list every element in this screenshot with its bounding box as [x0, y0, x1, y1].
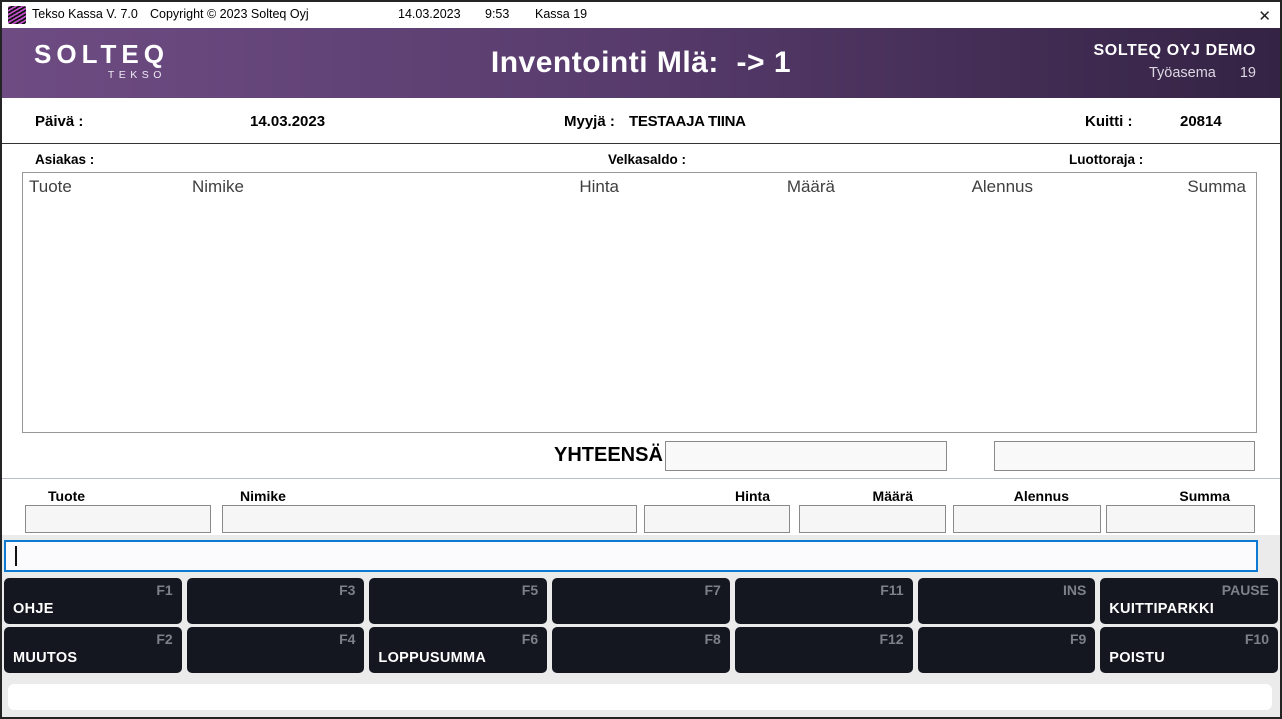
entry-field-nimike[interactable]: [222, 505, 637, 533]
entry-label-hinta: Hinta: [735, 488, 770, 504]
titlebar-date: 14.03.2023: [398, 7, 461, 21]
header-right-block: SOLTEQ OYJ DEMO Työasema 19: [1094, 42, 1257, 81]
fkey-label-muutos: MUUTOS: [13, 650, 78, 666]
fkey-hint-f12: F12: [879, 631, 904, 647]
fkey-button-f4[interactable]: F4: [186, 627, 365, 673]
receipt-table: Tuote Nimike Hinta Määrä Alennus Summa: [22, 172, 1257, 433]
fkey-button-f12[interactable]: F12: [734, 627, 913, 673]
entry-field-summa[interactable]: [1106, 505, 1255, 533]
workstation-label: Työasema: [1148, 65, 1216, 81]
footer-zone: F1 OHJE F3 F5 F7 F11 INS: [2, 535, 1280, 717]
fkey-hint-f2: F2: [156, 631, 173, 647]
fkey-hint-f6: F6: [521, 631, 539, 647]
fkey-hint-f10: F10: [1244, 631, 1269, 647]
status-bar: [8, 684, 1272, 710]
app-header: SOLTEQ TEKSO Inventointi Mlä: -> 1 SOLTE…: [2, 28, 1280, 98]
fkey-hint-f7: F7: [704, 582, 721, 598]
col-header-summa: Summa: [1187, 177, 1246, 196]
fkey-hint-f9: F9: [1069, 631, 1087, 647]
fkey-hint-f5: F5: [521, 582, 539, 598]
fkey-button-f2[interactable]: F2 MUUTOS: [4, 627, 182, 673]
fkey-button-ins[interactable]: INS: [917, 578, 1096, 624]
fkey-hint-f11: F11: [880, 582, 904, 598]
fkey-hint-f3: F3: [339, 582, 356, 598]
entry-field-alennus[interactable]: [953, 505, 1101, 533]
fkey-button-f3[interactable]: F3: [186, 578, 365, 624]
close-icon[interactable]: ✕: [1258, 8, 1271, 25]
copyright-text: Copyright © 2023 Solteq Oyj: [150, 7, 309, 21]
solteq-logo: SOLTEQ TEKSO: [34, 41, 169, 81]
entry-field-tuote[interactable]: [25, 505, 211, 533]
fkey-button-f11[interactable]: F11: [734, 578, 913, 624]
entry-label-maara: Määrä: [872, 488, 913, 504]
entry-label-alennus: Alennus: [1013, 488, 1069, 504]
page-title: Inventointi Mlä: -> 1: [490, 46, 792, 79]
fkey-hint-f4: F4: [339, 631, 356, 647]
fkey-button-f6[interactable]: F6 LOPPUSUMMA: [369, 627, 548, 673]
text-cursor: [15, 546, 17, 566]
myyja-label: Myyjä :: [564, 113, 615, 130]
secondary-total-field: [994, 441, 1255, 471]
logo-sub-text: TEKSO: [107, 69, 166, 81]
info-divider: [2, 143, 1280, 144]
fkey-button-pause[interactable]: PAUSE KUITTIPARKKI: [1100, 578, 1278, 624]
command-input[interactable]: [4, 540, 1258, 572]
entry-label-summa: Summa: [1179, 488, 1230, 504]
totals-divider: [2, 478, 1280, 479]
velkasaldo-label: Velkasaldo :: [608, 152, 687, 167]
entry-field-hinta[interactable]: [644, 505, 790, 533]
kuitti-value: 20814: [1180, 113, 1222, 130]
entry-field-maara[interactable]: [799, 505, 946, 533]
fkey-hint-pause: PAUSE: [1221, 582, 1269, 598]
kuitti-label: Kuitti :: [1085, 113, 1133, 130]
fkey-label-ohje: OHJE: [13, 601, 54, 617]
workstation-line: Työasema 19: [1094, 65, 1256, 81]
fkey-label-loppusumma: LOPPUSUMMA: [378, 650, 487, 666]
workstation-value: 19: [1239, 65, 1256, 81]
col-header-nimike: Nimike: [192, 177, 244, 196]
titlebar-time: 9:53: [485, 7, 510, 21]
asiakas-label: Asiakas :: [35, 152, 95, 167]
titlebar: Tekso Kassa V. 7.0 Copyright © 2023 Solt…: [2, 2, 1280, 28]
col-header-tuote: Tuote: [29, 177, 72, 196]
fkey-button-f7[interactable]: F7: [552, 578, 730, 624]
function-key-grid: F1 OHJE F3 F5 F7 F11 INS: [4, 578, 1278, 673]
fkey-hint-f8: F8: [704, 631, 721, 647]
fkey-button-f9[interactable]: F9: [917, 627, 1096, 673]
entry-label-nimike: Nimike: [240, 488, 286, 504]
entry-label-tuote: Tuote: [48, 488, 86, 504]
tekso-app-icon: [8, 6, 26, 24]
yhteensa-total-field: [665, 441, 947, 471]
company-name: SOLTEQ OYJ DEMO: [1093, 42, 1256, 59]
fkey-label-kuittiparkki: KUITTIPARKKI: [1109, 601, 1215, 617]
fkey-button-f10[interactable]: F10 POISTU: [1100, 627, 1278, 673]
col-header-maara: Määrä: [786, 177, 835, 196]
col-header-alennus: Alennus: [971, 177, 1033, 196]
myyja-value: TESTAAJA TIINA: [629, 113, 746, 130]
paiva-value: 14.03.2023: [250, 113, 326, 130]
fkey-label-poistu: POISTU: [1109, 650, 1166, 666]
fkey-button-f8[interactable]: F8: [552, 627, 730, 673]
fkey-button-f1[interactable]: F1 OHJE: [4, 578, 182, 624]
fkey-hint-f1: F1: [156, 582, 173, 598]
luottoraja-label: Luottoraja :: [1069, 152, 1144, 167]
fkey-button-f5[interactable]: F5: [369, 578, 548, 624]
register-number: Kassa 19: [535, 7, 588, 21]
fkey-hint-ins: INS: [1062, 582, 1087, 598]
logo-main-text: SOLTEQ: [34, 39, 169, 69]
window-title: Tekso Kassa V. 7.0: [32, 7, 138, 21]
yhteensa-label: YHTEENSÄ: [554, 444, 663, 466]
col-header-hinta: Hinta: [579, 177, 619, 196]
paiva-label: Päivä :: [35, 113, 84, 130]
